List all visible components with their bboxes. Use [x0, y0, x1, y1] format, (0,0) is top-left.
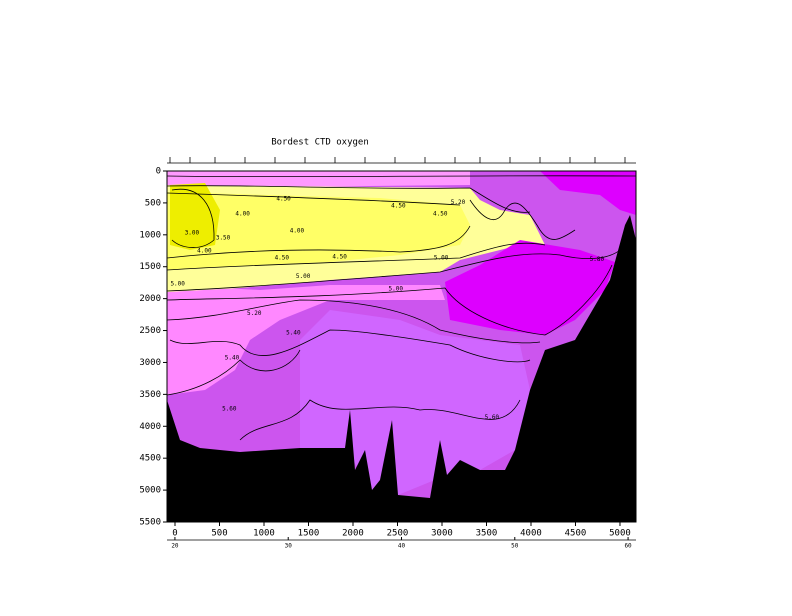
contour [169, 329, 531, 363]
x-tick-label: 5000 [609, 529, 631, 539]
contour [166, 242, 546, 271]
contour [166, 175, 637, 178]
y-tick-label: 500 [145, 198, 161, 208]
y-tick-label: 4500 [139, 454, 161, 464]
contours [166, 175, 637, 441]
y-tick-label: 3500 [139, 390, 161, 400]
x2-tick-label: 60 [624, 543, 632, 550]
x-tick-label: 3500 [476, 529, 498, 539]
x-tick-label: 1000 [253, 529, 275, 539]
y-tick-label: 1000 [139, 230, 161, 240]
y-tick-label: 5000 [139, 486, 161, 496]
x2-tick-label: 50 [511, 543, 519, 550]
y-tick-label: 1500 [139, 262, 161, 272]
contour-label: 5.80 [590, 256, 605, 263]
contour [469, 199, 576, 240]
x-tick-label: 0 [172, 529, 177, 539]
contour-label: 4.50 [332, 254, 347, 261]
y-tick-label: 5500 [139, 518, 161, 528]
seafloor [167, 215, 636, 522]
x-tick-label: 4000 [520, 529, 542, 539]
x-tick-label: 500 [211, 529, 227, 539]
chart-title: Bordest CTD oxygen [271, 138, 369, 148]
x2-tick-label: 30 [285, 543, 293, 550]
y-tick-label: 2000 [139, 294, 161, 304]
x-tick-label: 3000 [431, 529, 453, 539]
field-core [170, 183, 220, 250]
x-tick-label: 4500 [565, 529, 587, 539]
plot-frame [166, 170, 637, 523]
contour-label: 3.50 [216, 235, 231, 242]
x-tick-label: 2500 [387, 529, 409, 539]
contour-label: 5.00 [434, 254, 449, 261]
field-surface [167, 171, 470, 188]
contour [239, 399, 521, 441]
contour-label: 4.00 [235, 210, 250, 217]
contour-label: 5.60 [222, 406, 237, 413]
contour-label: 5.20 [247, 310, 262, 317]
field-yellow [167, 192, 470, 270]
contour-label: 5.60 [485, 414, 500, 421]
contour-label: 4.50 [391, 203, 406, 210]
x-tick-label: 2000 [342, 529, 364, 539]
contour-label: 4.50 [276, 196, 291, 203]
contour-label: 4.00 [290, 227, 305, 234]
contour-label: 4.00 [197, 247, 212, 254]
contour-label: 5.20 [451, 199, 466, 206]
field-pink [167, 285, 445, 395]
contour-label: 5.00 [388, 286, 403, 293]
y-tick-label: 3000 [139, 358, 161, 368]
y-tick-label: 2500 [139, 326, 161, 336]
contour-label: 3.00 [185, 229, 200, 236]
contour [166, 249, 621, 292]
contour-label: 5.40 [225, 354, 240, 361]
x2-tick-label: 20 [171, 543, 179, 550]
contour-label: 5.40 [286, 330, 301, 337]
contour [166, 299, 541, 344]
contour-label: 5.00 [170, 280, 185, 287]
field-deep [300, 310, 530, 495]
x-tick-label: 1500 [298, 529, 320, 539]
field-magenta-top [540, 171, 636, 215]
contour [166, 185, 531, 213]
contour [166, 192, 461, 206]
y-tick-label: 0 [156, 167, 161, 177]
contour-label: 4.50 [433, 210, 448, 217]
contour [171, 188, 215, 248]
y-tick-label: 4000 [139, 422, 161, 432]
x2-tick-label: 40 [398, 543, 406, 550]
contour [166, 225, 471, 259]
contour-label: 5.00 [296, 273, 311, 280]
field-magenta [445, 240, 615, 335]
contour [166, 264, 613, 336]
station-axis [167, 157, 636, 164]
contour-label: 4.50 [275, 254, 290, 261]
contour [166, 349, 301, 396]
